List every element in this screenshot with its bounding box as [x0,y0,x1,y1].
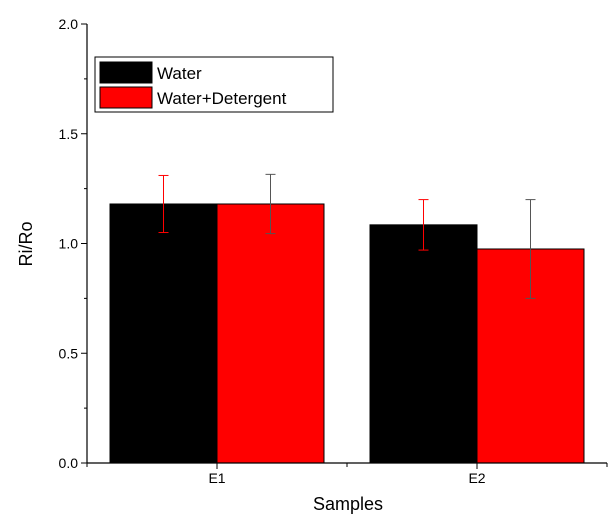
bar-e2-water [369,224,478,464]
error-bars-layer [158,173,536,299]
x-tick-label-e1: E1 [208,470,225,486]
legend: Water Water+Detergent [94,56,334,113]
bar-e1-water [109,203,218,464]
y-tick-label: 0.0 [59,455,79,471]
error-bar-e1-water [158,174,169,234]
x-axis-title: Samples [313,494,383,514]
bars-layer [109,203,585,464]
error-bar-e1-water-detergent [265,173,276,235]
error-bar-e2-water-detergent [525,199,536,299]
y-tick-label: 0.5 [59,345,79,361]
legend-swatch-water-detergent [99,86,153,109]
legend-swatch-water [99,61,153,84]
y-tick-label: 2.0 [59,16,79,32]
axes: E1 E2 0.0 0.5 1.0 1.5 2.0 [59,16,608,486]
y-tick-label: 1.5 [59,126,79,142]
legend-label-water-detergent: Water+Detergent [157,89,287,108]
bar-e1-water-detergent [216,203,325,464]
y-axis-title: Ri/Ro [16,221,36,266]
error-bar-e2-water [418,199,429,251]
y-tick-label: 1.0 [59,236,79,252]
legend-label-water: Water [157,64,202,83]
x-tick-label-e2: E2 [468,470,485,486]
